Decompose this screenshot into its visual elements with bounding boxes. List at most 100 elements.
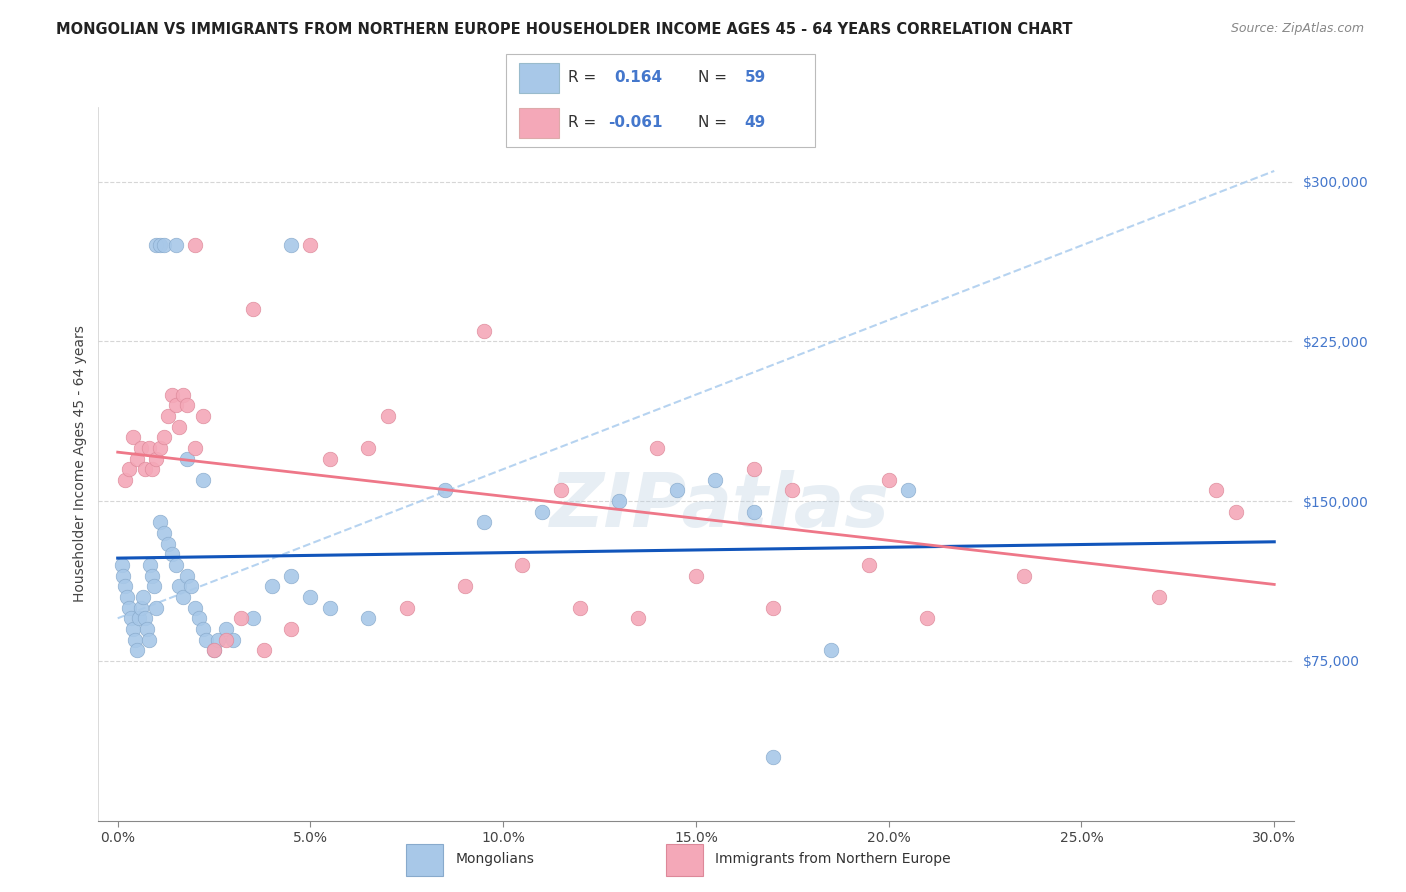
Point bbox=[1147, 590, 1170, 604]
Point bbox=[145, 600, 167, 615]
Point bbox=[125, 451, 148, 466]
Text: R =: R = bbox=[568, 115, 596, 130]
Point bbox=[117, 590, 139, 604]
Point bbox=[782, 483, 804, 498]
Point bbox=[138, 441, 160, 455]
Point bbox=[453, 579, 475, 593]
Point bbox=[165, 398, 187, 412]
Point bbox=[530, 505, 553, 519]
Point bbox=[229, 611, 252, 625]
Point bbox=[1205, 483, 1227, 498]
Point bbox=[169, 579, 191, 593]
Point bbox=[357, 611, 380, 625]
Point bbox=[214, 632, 236, 647]
FancyBboxPatch shape bbox=[506, 54, 815, 147]
Point bbox=[260, 579, 283, 593]
Point bbox=[395, 600, 418, 615]
Point bbox=[143, 579, 166, 593]
Point bbox=[357, 441, 380, 455]
Point bbox=[191, 409, 214, 423]
Point bbox=[280, 568, 302, 582]
Text: Immigrants from Northern Europe: Immigrants from Northern Europe bbox=[716, 852, 950, 865]
Point bbox=[434, 483, 457, 498]
Point bbox=[118, 600, 141, 615]
Text: 0.164: 0.164 bbox=[614, 70, 662, 86]
Point bbox=[742, 462, 765, 476]
Point bbox=[319, 451, 342, 466]
Point bbox=[569, 600, 592, 615]
Point bbox=[122, 430, 145, 444]
Point bbox=[176, 451, 198, 466]
Point bbox=[207, 632, 229, 647]
Point bbox=[202, 643, 225, 657]
Point bbox=[138, 632, 160, 647]
Point bbox=[550, 483, 572, 498]
Point bbox=[160, 387, 183, 401]
Point bbox=[114, 473, 136, 487]
Point bbox=[742, 505, 765, 519]
Point bbox=[110, 558, 132, 572]
Point bbox=[858, 558, 880, 572]
Point bbox=[472, 516, 495, 530]
Point bbox=[124, 632, 146, 647]
Point bbox=[169, 419, 191, 434]
Point bbox=[299, 238, 322, 252]
Point bbox=[139, 558, 162, 572]
Text: Source: ZipAtlas.com: Source: ZipAtlas.com bbox=[1230, 22, 1364, 36]
Point bbox=[141, 568, 163, 582]
Point bbox=[176, 398, 198, 412]
Point bbox=[145, 451, 167, 466]
Text: N =: N = bbox=[697, 115, 727, 130]
Point bbox=[191, 473, 214, 487]
Point bbox=[512, 558, 534, 572]
Point bbox=[820, 643, 842, 657]
Point bbox=[165, 558, 187, 572]
Point bbox=[145, 238, 167, 252]
Point bbox=[129, 600, 152, 615]
Point bbox=[627, 611, 650, 625]
Point bbox=[647, 441, 669, 455]
Point bbox=[242, 302, 264, 317]
Point bbox=[172, 387, 194, 401]
Point bbox=[149, 441, 172, 455]
Point bbox=[122, 622, 145, 636]
Point bbox=[172, 590, 194, 604]
FancyBboxPatch shape bbox=[406, 844, 443, 876]
Point bbox=[165, 238, 187, 252]
Point bbox=[149, 238, 172, 252]
Text: 59: 59 bbox=[744, 70, 766, 86]
Point bbox=[184, 238, 207, 252]
Point bbox=[149, 516, 172, 530]
Text: 49: 49 bbox=[744, 115, 766, 130]
Point bbox=[685, 568, 707, 582]
Point bbox=[156, 409, 179, 423]
Point bbox=[762, 600, 785, 615]
Point bbox=[129, 441, 152, 455]
Point bbox=[280, 622, 302, 636]
FancyBboxPatch shape bbox=[666, 844, 703, 876]
Point bbox=[153, 430, 176, 444]
Point bbox=[141, 462, 163, 476]
FancyBboxPatch shape bbox=[519, 108, 558, 138]
Text: MONGOLIAN VS IMMIGRANTS FROM NORTHERN EUROPE HOUSEHOLDER INCOME AGES 45 - 64 YEA: MONGOLIAN VS IMMIGRANTS FROM NORTHERN EU… bbox=[56, 22, 1073, 37]
Point bbox=[214, 622, 236, 636]
Point bbox=[134, 462, 156, 476]
Point bbox=[128, 611, 150, 625]
Point bbox=[118, 462, 141, 476]
Point bbox=[125, 643, 148, 657]
Point bbox=[472, 324, 495, 338]
Point bbox=[299, 590, 322, 604]
Point bbox=[704, 473, 727, 487]
Point bbox=[180, 579, 202, 593]
Point bbox=[187, 611, 209, 625]
Point bbox=[153, 238, 176, 252]
Text: Mongolians: Mongolians bbox=[456, 852, 534, 865]
Point bbox=[1225, 505, 1247, 519]
Point bbox=[202, 643, 225, 657]
Point bbox=[222, 632, 245, 647]
Point bbox=[184, 600, 207, 615]
Point bbox=[134, 611, 156, 625]
Point bbox=[253, 643, 276, 657]
Point bbox=[917, 611, 939, 625]
FancyBboxPatch shape bbox=[519, 63, 558, 93]
